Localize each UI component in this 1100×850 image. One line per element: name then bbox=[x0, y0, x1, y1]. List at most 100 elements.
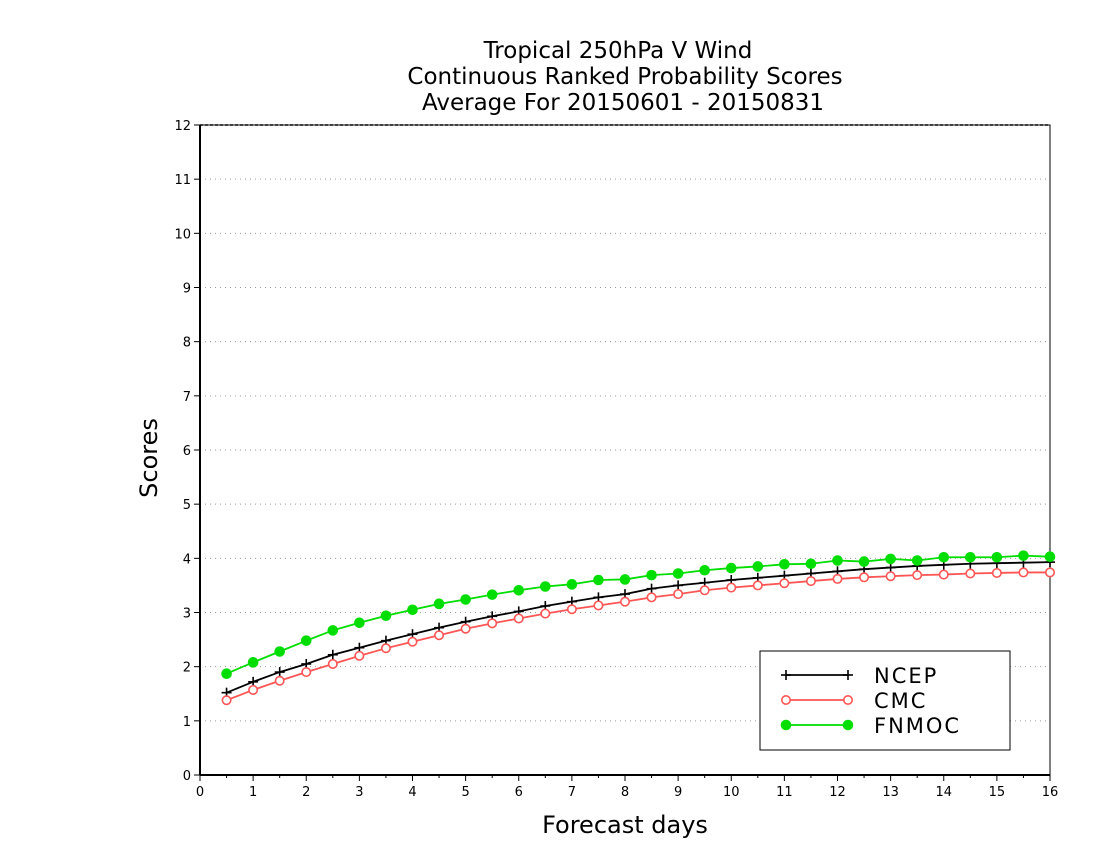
y-tick-label: 0 bbox=[183, 769, 191, 784]
y-tick-label: 3 bbox=[183, 607, 191, 622]
point-fnmoc bbox=[513, 584, 525, 596]
point-ncep bbox=[274, 667, 285, 678]
point-cmc bbox=[673, 589, 684, 600]
y-tick-label: 1 bbox=[183, 715, 191, 730]
point-fnmoc bbox=[380, 610, 392, 622]
y-tick-label: 11 bbox=[174, 173, 191, 188]
y-tick-label: 4 bbox=[183, 552, 191, 567]
chart-title: Tropical 250hPa V Wind Continuous Ranked… bbox=[407, 38, 842, 116]
point-cmc bbox=[619, 596, 630, 607]
point-fnmoc bbox=[646, 569, 657, 581]
x-tick-label: 16 bbox=[1042, 785, 1059, 800]
point-cmc bbox=[965, 568, 976, 579]
x-tick-label: 7 bbox=[568, 785, 576, 800]
legend-label-ncep: NCEP bbox=[874, 664, 938, 688]
series-fnmoc bbox=[221, 550, 1056, 680]
point-cmc bbox=[699, 585, 710, 596]
point-fnmoc bbox=[991, 551, 1003, 563]
x-tick-label: 9 bbox=[674, 785, 682, 800]
point-fnmoc bbox=[725, 562, 737, 574]
point-cmc bbox=[938, 569, 949, 580]
point-cmc bbox=[460, 623, 471, 634]
point-fnmoc bbox=[221, 668, 232, 680]
point-cmc bbox=[221, 695, 232, 706]
legend-marker-cmc bbox=[780, 694, 791, 705]
point-ncep bbox=[646, 583, 657, 594]
x-tick-label: 4 bbox=[408, 785, 416, 800]
y-tick-label: 12 bbox=[174, 119, 191, 134]
point-cmc bbox=[859, 572, 870, 583]
x-tick-label: 10 bbox=[723, 785, 740, 800]
legend-marker-ncep bbox=[781, 670, 791, 680]
legend-marker-fnmoc bbox=[780, 719, 792, 731]
point-cmc bbox=[540, 608, 551, 619]
point-cmc bbox=[726, 582, 737, 593]
x-tick-label: 14 bbox=[935, 785, 952, 800]
point-fnmoc bbox=[672, 568, 684, 579]
point-cmc bbox=[779, 578, 790, 589]
point-fnmoc bbox=[460, 594, 471, 605]
legend-item-cmc: CMC bbox=[780, 689, 925, 713]
legend-item-fnmoc: FNMOC bbox=[780, 714, 961, 738]
point-fnmoc bbox=[805, 558, 817, 570]
point-ncep bbox=[885, 562, 896, 573]
point-cmc bbox=[832, 573, 843, 584]
point-fnmoc bbox=[300, 635, 312, 646]
y-tick-label: 8 bbox=[183, 336, 191, 351]
y-tick-label: 7 bbox=[183, 390, 191, 405]
point-cmc bbox=[354, 650, 365, 661]
legend-item-ncep: NCEP bbox=[781, 664, 938, 688]
point-fnmoc bbox=[354, 617, 365, 629]
point-cmc bbox=[593, 600, 604, 611]
x-tick-label: 6 bbox=[515, 785, 523, 800]
point-ncep bbox=[327, 649, 338, 660]
series-ncep bbox=[221, 557, 1055, 698]
point-fnmoc bbox=[858, 556, 870, 567]
point-fnmoc bbox=[832, 555, 843, 566]
gridlines bbox=[200, 178, 1050, 722]
point-fnmoc bbox=[911, 555, 923, 566]
point-ncep bbox=[673, 580, 684, 591]
x-tick-label: 5 bbox=[461, 785, 469, 800]
x-tick-label: 11 bbox=[776, 785, 793, 800]
point-fnmoc bbox=[938, 551, 950, 563]
point-cmc bbox=[274, 675, 285, 686]
legend-marker-ncep bbox=[843, 670, 853, 680]
y-tick-label: 2 bbox=[183, 661, 191, 676]
x-tick-label: 8 bbox=[621, 785, 629, 800]
point-fnmoc bbox=[779, 558, 790, 570]
point-cmc bbox=[566, 604, 577, 615]
point-fnmoc bbox=[619, 574, 631, 585]
point-cmc bbox=[301, 667, 312, 678]
point-fnmoc bbox=[965, 551, 976, 563]
point-fnmoc bbox=[274, 646, 285, 657]
y-tick-label: 6 bbox=[183, 444, 191, 459]
x-tick-label: 1 bbox=[249, 785, 257, 800]
point-fnmoc bbox=[247, 657, 259, 668]
series-cmc bbox=[221, 567, 1056, 706]
point-cmc bbox=[513, 613, 524, 624]
point-cmc bbox=[434, 630, 445, 641]
legend-marker-fnmoc bbox=[842, 719, 854, 731]
legend-marker-cmc bbox=[842, 694, 853, 705]
point-cmc bbox=[991, 567, 1002, 578]
point-fnmoc bbox=[327, 625, 339, 636]
point-cmc bbox=[912, 570, 923, 581]
title-line-1: Tropical 250hPa V Wind bbox=[483, 38, 753, 64]
point-fnmoc bbox=[566, 579, 578, 590]
x-tick-label: 12 bbox=[829, 785, 846, 800]
point-fnmoc bbox=[407, 604, 418, 616]
point-fnmoc bbox=[1044, 551, 1056, 563]
point-cmc bbox=[805, 576, 816, 587]
x-tick-label: 3 bbox=[355, 785, 363, 800]
y-tick-label: 10 bbox=[174, 227, 191, 242]
x-tick-label: 13 bbox=[882, 785, 899, 800]
point-cmc bbox=[248, 684, 259, 695]
x-axis-label: Forecast days bbox=[542, 811, 708, 839]
legend-label-fnmoc: FNMOC bbox=[874, 714, 961, 738]
series-lines bbox=[221, 550, 1056, 706]
y-tick-label: 9 bbox=[183, 282, 191, 297]
